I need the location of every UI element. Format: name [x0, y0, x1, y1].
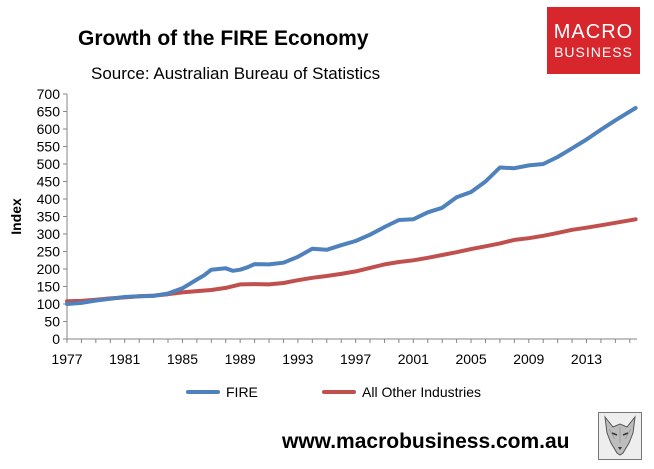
chart-series — [65, 106, 638, 306]
wolf-mascot-image — [598, 412, 642, 460]
y-tick-label: 300 — [37, 226, 61, 242]
y-tick-label: 250 — [37, 244, 61, 260]
x-tick-label: 1989 — [225, 351, 256, 367]
y-tick-label: 200 — [37, 261, 61, 277]
macrobusiness-logo: MACRO BUSINESS — [547, 7, 640, 74]
x-tick-label: 1993 — [282, 351, 313, 367]
chart-legend: FIRE All Other Industries — [186, 384, 481, 400]
y-tick-label: 400 — [37, 191, 61, 207]
y-tick-label: 150 — [37, 279, 61, 295]
x-tick-label: 1985 — [167, 351, 198, 367]
y-tick-label: 50 — [44, 314, 60, 330]
x-tick-label: 2009 — [513, 351, 544, 367]
series-line-fire — [65, 106, 638, 306]
y-tick-label: 600 — [37, 121, 61, 137]
x-tick-label: 2001 — [398, 351, 429, 367]
website-url: www.macrobusiness.com.au — [282, 430, 570, 453]
y-tick-label: 0 — [52, 331, 60, 347]
y-tick-label: 100 — [37, 296, 61, 312]
y-tick-label: 450 — [37, 174, 61, 190]
x-tick-label: 1981 — [109, 351, 140, 367]
y-tick-label: 350 — [37, 209, 61, 225]
y-tick-label: 500 — [37, 156, 61, 172]
x-tick-label: 1997 — [340, 351, 371, 367]
x-tick-label: 2005 — [455, 351, 486, 367]
logo-text-line1: MACRO — [553, 20, 634, 43]
y-axis-label: Index — [8, 198, 24, 235]
legend-label: All Other Industries — [362, 384, 481, 400]
logo-text-line2: BUSINESS — [554, 43, 633, 60]
series-line-all-other-industries — [65, 217, 638, 304]
y-tick-label: 700 — [37, 86, 61, 102]
legend-label: FIRE — [226, 384, 258, 400]
chart-subtitle: Source: Australian Bureau of Statistics — [91, 64, 381, 83]
x-tick-label: 1977 — [51, 351, 82, 367]
y-tick-label: 650 — [37, 104, 61, 120]
y-tick-label: 550 — [37, 139, 61, 155]
chart-title: Growth of the FIRE Economy — [78, 27, 369, 50]
x-tick-label: 2013 — [571, 351, 602, 367]
